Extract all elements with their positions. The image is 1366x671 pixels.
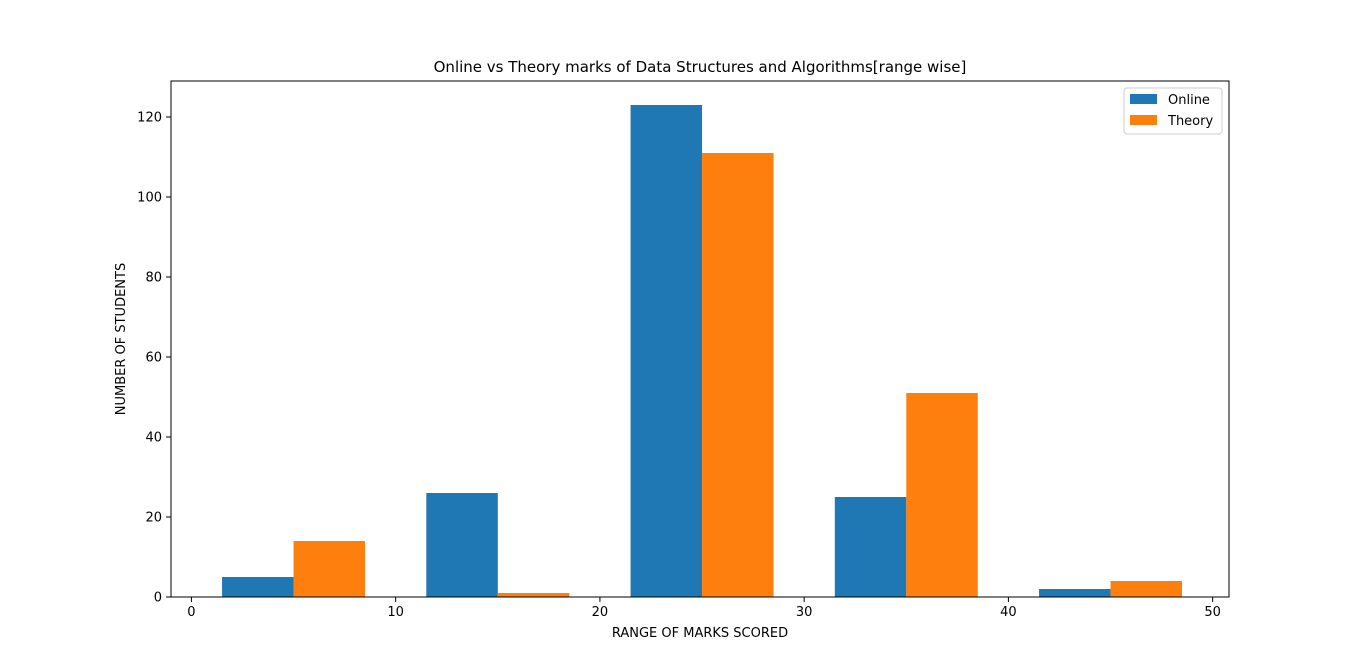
y-tick-label-2: 40 [145, 431, 162, 446]
bars-group [222, 105, 1183, 597]
x-tick-label-1: 10 [387, 605, 404, 620]
x-axis-ticks: 0 10 20 30 40 50 [187, 597, 1221, 620]
bar-online-1 [426, 493, 498, 597]
bar-online-3 [834, 497, 907, 597]
y-tick-label-0: 0 [154, 591, 162, 606]
bar-theory-0 [293, 541, 366, 597]
y-tick-label-1: 20 [145, 511, 162, 526]
legend-swatch-theory [1130, 115, 1157, 125]
bar-theory-1 [497, 593, 570, 597]
bar-theory-3 [906, 393, 978, 597]
legend-label-online: Online [1168, 93, 1210, 108]
bar-theory-2 [702, 153, 774, 597]
y-axis-label: NUMBER OF STUDENTS [114, 263, 129, 415]
x-tick-label-0: 0 [187, 605, 195, 620]
x-tick-label-4: 40 [1000, 605, 1017, 620]
x-axis-label: RANGE OF MARKS SCORED [612, 626, 788, 641]
x-tick-label-2: 20 [592, 605, 609, 620]
y-tick-label-3: 60 [145, 351, 162, 366]
legend: Online Theory [1123, 87, 1223, 135]
chart-title: Online vs Theory marks of Data Structure… [434, 58, 967, 76]
legend-swatch-online [1130, 94, 1157, 104]
y-tick-label-4: 80 [145, 271, 162, 286]
y-tick-label-5: 100 [137, 191, 162, 206]
legend-label-theory: Theory [1167, 114, 1213, 129]
x-tick-label-3: 30 [796, 605, 813, 620]
bar-online-0 [222, 577, 294, 597]
plot-frame [170, 80, 1230, 598]
y-axis-ticks: 0 20 40 60 80 100 120 [137, 111, 171, 606]
x-tick-label-5: 50 [1204, 605, 1221, 620]
y-tick-label-6: 120 [137, 111, 162, 126]
bar-theory-4 [1110, 581, 1183, 597]
bar-online-2 [630, 105, 703, 597]
bar-online-4 [1039, 589, 1111, 597]
